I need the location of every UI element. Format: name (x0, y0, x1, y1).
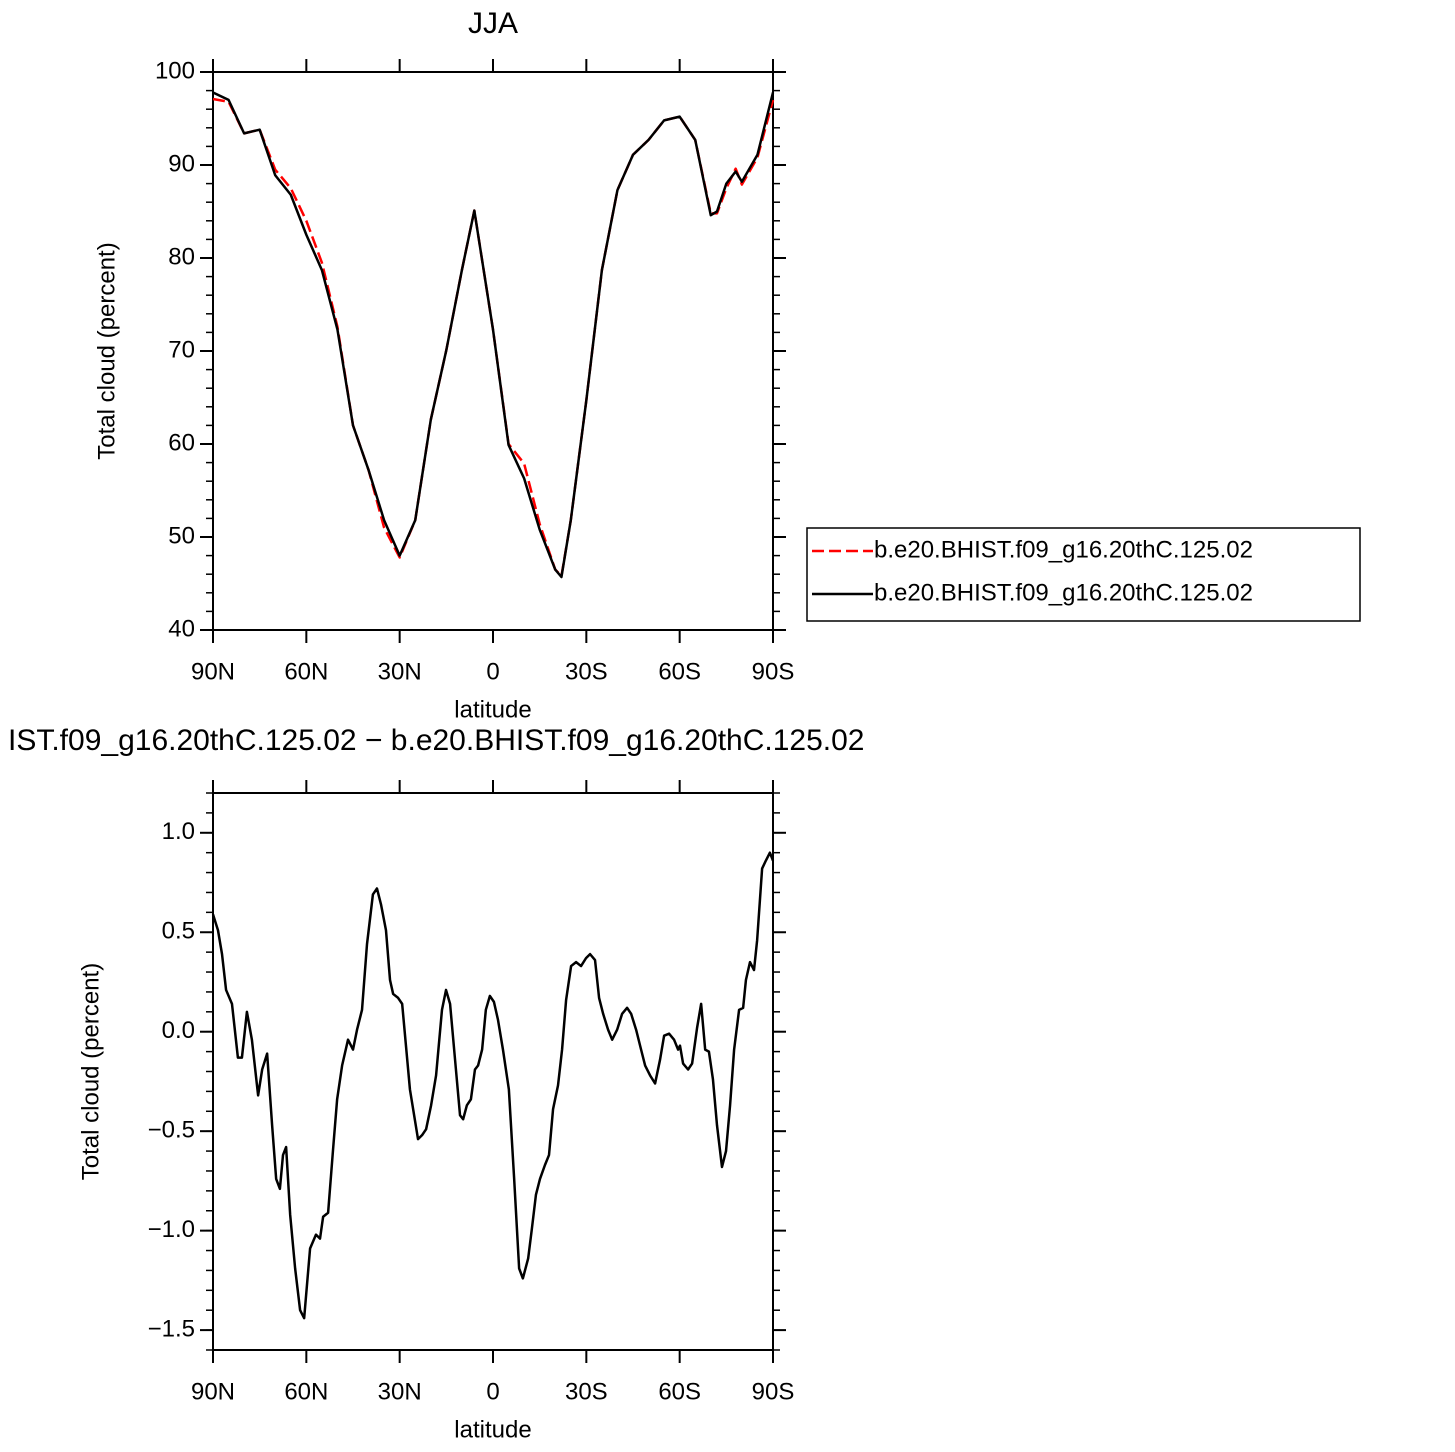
legend-label: b.e20.BHIST.f09_g16.20thC.125.02 (874, 536, 1253, 563)
y-tick-label: 40 (168, 615, 195, 642)
plot-frame (212, 71, 774, 631)
y-axis-label: Total cloud (percent) (93, 242, 120, 459)
y-tick-label: 90 (168, 150, 195, 177)
chart-title: IST.f09_g16.20thC.125.02 − b.e20.BHIST.f… (8, 724, 864, 757)
y-tick-label: −1.5 (148, 1315, 195, 1342)
x-axis-label: latitude (454, 696, 531, 723)
x-tick-label: 60S (658, 1378, 701, 1405)
x-tick-label: 90S (752, 1378, 795, 1405)
y-tick-label: 50 (168, 522, 195, 549)
y-tick-label: 0.5 (162, 918, 195, 945)
x-tick-label: 60N (284, 658, 328, 685)
x-tick-label: 60S (658, 658, 701, 685)
y-tick-label: 1.0 (162, 818, 195, 845)
x-axis-label: latitude (454, 1416, 531, 1443)
x-tick-label: 30S (565, 658, 608, 685)
data-line (212, 91, 775, 579)
y-tick-label: 0.0 (162, 1017, 195, 1044)
x-tick-label: 90N (191, 1378, 235, 1405)
x-tick-label: 0 (486, 1378, 499, 1405)
x-tick-label: 90S (752, 658, 795, 685)
legend-label: b.e20.BHIST.f09_g16.20thC.125.02 (874, 579, 1253, 606)
y-tick-label: −0.5 (148, 1117, 195, 1144)
x-tick-label: 30N (378, 1378, 422, 1405)
legend-box (806, 527, 1361, 622)
y-tick-label: −1.0 (148, 1216, 195, 1243)
y-tick-label: 80 (168, 243, 195, 270)
y-tick-label: 70 (168, 336, 195, 363)
chart-title: JJA (468, 7, 518, 40)
x-tick-label: 60N (284, 1378, 328, 1405)
x-tick-label: 30S (565, 1378, 608, 1405)
data-line (212, 97, 775, 578)
x-tick-label: 90N (191, 658, 235, 685)
data-line (211, 851, 775, 1320)
plot-frame (212, 792, 774, 1351)
y-tick-label: 60 (168, 429, 195, 456)
x-tick-label: 0 (486, 658, 499, 685)
y-tick-label: 100 (155, 57, 195, 84)
y-axis-label: Total cloud (percent) (77, 963, 104, 1180)
x-tick-label: 30N (378, 658, 422, 685)
